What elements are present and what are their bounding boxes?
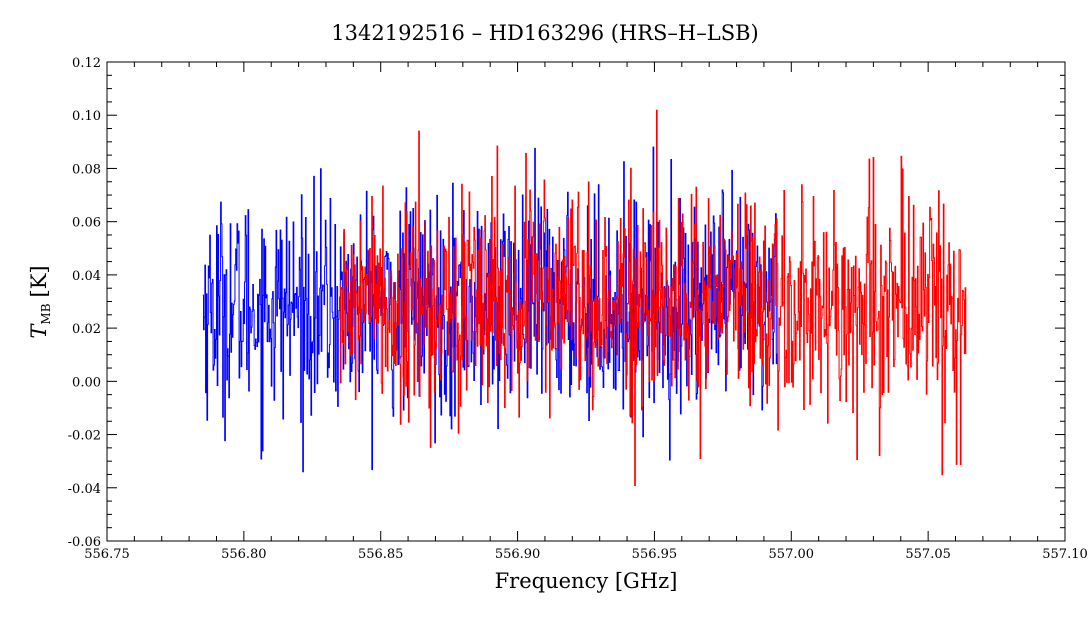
x-tick-label: 556.85 [358, 547, 404, 562]
series-layer [202, 109, 967, 486]
x-axis-title: Frequency [GHz] [495, 569, 678, 593]
y-axis-symbol: T [27, 323, 51, 339]
spectrum-series-red [339, 109, 967, 486]
y-tick-label: 0.06 [72, 216, 101, 231]
y-axis-unit: [K] [27, 265, 51, 297]
y-tick-label: 0.04 [72, 269, 101, 284]
y-tick-label: -0.06 [68, 535, 101, 550]
ticks-layer [106, 61, 1066, 542]
y-tick-label: 0.12 [72, 56, 101, 71]
chart-title: 1342192516 – HD163296 (HRS–H–LSB) [331, 21, 758, 45]
y-tick-label: 0.02 [72, 322, 101, 337]
x-tick-label: 557.00 [769, 547, 815, 562]
x-tick-label: 557.10 [1042, 547, 1088, 562]
y-tick-label: -0.02 [68, 429, 101, 444]
y-tick-label: 0.10 [72, 109, 101, 124]
y-axis-title: TMB [K] [27, 265, 53, 338]
x-tick-label: 556.90 [495, 547, 541, 562]
x-tick-label: 556.75 [84, 547, 130, 562]
y-tick-label: -0.04 [68, 482, 101, 497]
y-tick-label: 0.08 [72, 162, 101, 177]
x-tick-label: 556.95 [632, 547, 678, 562]
y-tick-label: 0.00 [72, 375, 101, 390]
x-tick-labels: 556.75 556.80 556.85 556.90 556.95 557.00 557.… [84, 547, 1088, 562]
x-tick-label: 557.05 [905, 547, 951, 562]
y-tick-labels: -0.06 -0.04 -0.02 0.00 0.02 0.04 0.06 0.08 0.10 0… [68, 56, 101, 550]
y-axis-subscript: MB [39, 303, 53, 324]
x-tick-label: 556.80 [221, 547, 267, 562]
